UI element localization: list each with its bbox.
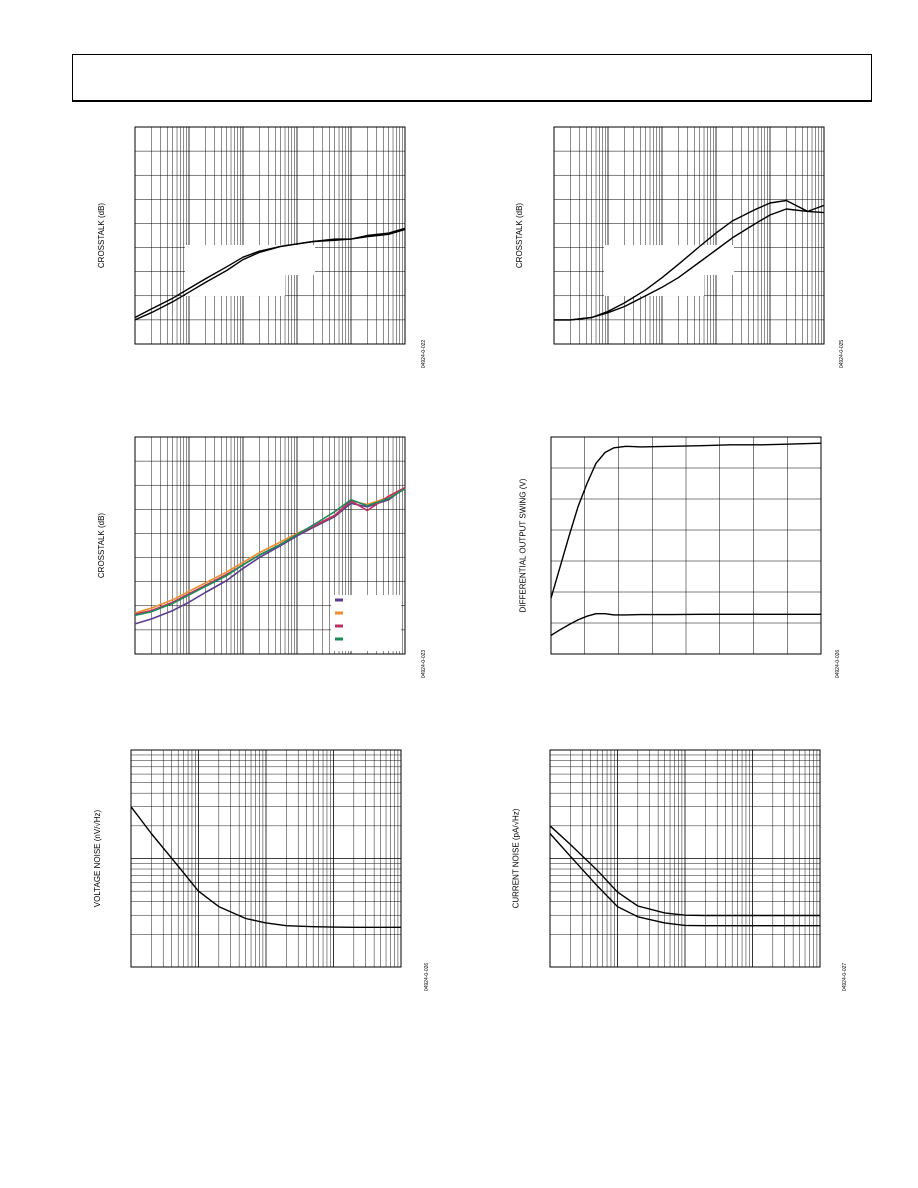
figure-id: 04924-0-026 — [835, 649, 842, 679]
y-axis-label: CROSSTALK (dB) — [514, 202, 524, 269]
figure-id: 04924-0-022 — [421, 339, 428, 369]
grid — [130, 750, 401, 968]
figure-id: 04924-0-027 — [842, 962, 849, 992]
series-line-2 — [550, 612, 821, 636]
grid — [553, 126, 824, 345]
plot-area — [549, 749, 821, 968]
series-line-1 — [550, 442, 822, 599]
page-header — [72, 54, 872, 102]
series-line-1 — [549, 825, 820, 917]
grid — [549, 750, 820, 968]
y-axis-label: CROSSTALK (dB) — [96, 202, 106, 269]
voltage-noise-chart — [130, 749, 402, 968]
series-line-1 — [130, 806, 401, 929]
crosstalk-chart-3 — [134, 436, 406, 655]
plot-area — [134, 126, 406, 345]
crosstalk-chart-2 — [553, 126, 825, 345]
series-line-2 — [134, 228, 406, 319]
series-line-4 — [134, 488, 406, 617]
figure-id: 04924-0-026 — [424, 962, 431, 992]
series-line-2 — [554, 204, 825, 321]
y-axis-label: VOLTAGE NOISE (nV/√Hz) — [92, 809, 102, 908]
figure-id: 04924-0-023 — [421, 649, 428, 679]
y-axis-label: CROSSTALK (dB) — [96, 512, 106, 579]
legend — [331, 595, 401, 651]
grid — [134, 126, 405, 345]
plot-area — [553, 126, 825, 345]
plot-area — [130, 749, 402, 968]
y-axis-label: DIFFERENTIAL OUTPUT SWING (V) — [518, 478, 528, 613]
y-axis-label: CURRENT NOISE (pA/√Hz) — [511, 808, 521, 909]
figure-id: 04924-0-025 — [839, 339, 846, 369]
differential-output-swing-chart — [550, 436, 822, 655]
grid — [550, 436, 822, 655]
crosstalk-chart-1 — [134, 126, 406, 345]
plot-area — [134, 436, 406, 655]
plot-area — [550, 436, 822, 655]
series-line-2 — [549, 833, 820, 927]
current-noise-chart — [549, 749, 821, 968]
